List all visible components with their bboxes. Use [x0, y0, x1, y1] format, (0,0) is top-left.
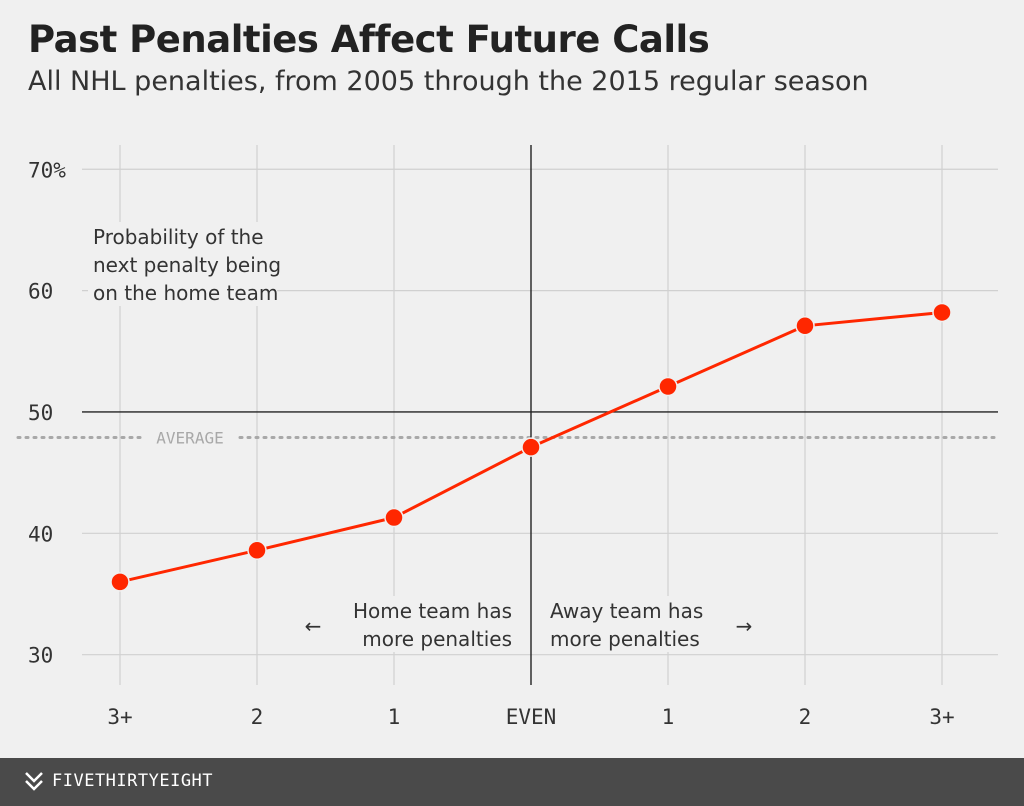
y-tick-label-bg: [18, 397, 62, 426]
annotation-mask: [88, 278, 278, 306]
average-label: AVERAGE: [156, 428, 223, 447]
line-chart: AVERAGE 30 40 50 60 70% 3+ 2 1 EVEN 1 2 3+ Probabilit…: [16, 145, 1000, 729]
y-axis-annotation: Probability of the: [93, 225, 264, 249]
x-tick-label: 1: [662, 705, 675, 729]
annotation-mask: [88, 250, 300, 278]
data-point: [658, 376, 678, 397]
annotation-mask: [358, 596, 516, 624]
chart-title: Past Penalties Affect Future Calls: [28, 18, 710, 61]
right-arrow-icon: →: [736, 614, 753, 638]
y-axis-annotation: next penalty being: [93, 253, 281, 277]
chart-subtitle: All NHL penalties, from 2005 through the…: [28, 66, 869, 97]
y-tick-label-bg: [18, 155, 76, 184]
annotation-mask: [546, 596, 704, 624]
x-tick-label: 2: [799, 705, 812, 729]
annotation-mask: [347, 624, 516, 652]
left-arrow-icon: ←: [305, 614, 322, 638]
x-tick-label: 3+: [929, 705, 954, 729]
data-point: [932, 302, 952, 323]
x-tick-label: 2: [251, 705, 264, 729]
annotation-mask: [88, 222, 300, 250]
data-point: [521, 437, 541, 457]
data-point: [795, 316, 815, 336]
fivethirtyeight-logo-icon: [25, 772, 43, 791]
y-tick-label: 50: [28, 401, 53, 425]
data-point: [110, 572, 130, 592]
x-tick-label: 3+: [107, 705, 132, 729]
y-tick-label-bg: [18, 640, 62, 669]
footer-bar: FIVETHIRTYEIGHT: [0, 758, 1024, 806]
annotation-mask: [546, 624, 715, 652]
x-tick-label: 1: [388, 705, 401, 729]
y-tick-label: 30: [28, 644, 53, 668]
y-tick-label-bg: [18, 276, 62, 305]
y-tick-label: 70%: [28, 158, 66, 182]
y-tick-label: 60: [28, 280, 53, 304]
home-team-annotation: Home team has: [353, 599, 512, 623]
y-tick-label: 40: [28, 522, 53, 546]
footer-brand: FIVETHIRTYEIGHT: [52, 771, 214, 791]
away-team-annotation: Away team has: [550, 599, 703, 623]
data-point: [384, 507, 404, 528]
y-axis-annotation: on the home team: [93, 281, 278, 305]
data-point: [247, 540, 267, 561]
x-tick-label: EVEN: [506, 705, 557, 729]
y-tick-label-bg: [18, 519, 62, 548]
home-team-annotation: more penalties: [362, 627, 512, 651]
away-team-annotation: more penalties: [550, 627, 700, 651]
